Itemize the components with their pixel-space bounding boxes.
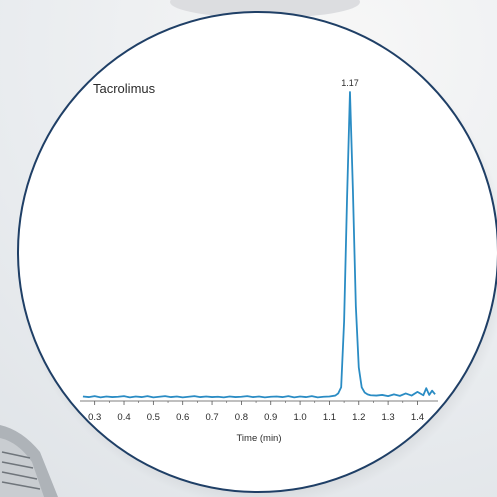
x-tick-label: 0.6 (176, 412, 189, 423)
chromatogram-chart: Tacrolimus 0.3 0.4 0.5 0.6 0.7 0.8 0.9 1.0 1.1 1.… (80, 78, 438, 444)
lens-circle (17, 11, 497, 493)
x-tick-label: 1.3 (382, 412, 395, 423)
series-line (82, 91, 436, 399)
x-tick-label: 0.3 (88, 412, 101, 423)
background-top-shape (170, 0, 360, 18)
x-tick-label: 1.0 (293, 412, 306, 423)
x-tick-label: 1.2 (352, 412, 365, 423)
x-tick-label: 0.7 (205, 412, 218, 423)
x-axis-ticks (94, 401, 418, 405)
x-tick-label: 1.4 (411, 412, 424, 423)
x-axis-tick-labels: 0.3 0.4 0.5 0.6 0.7 0.8 0.9 1.0 1.1 1.2 1.3 1.4 (88, 412, 424, 423)
x-tick-label: 1.1 (323, 412, 336, 423)
background-bottle-label (0, 425, 58, 497)
x-tick-label: 0.4 (117, 412, 130, 423)
chart-title: Tacrolimus (93, 81, 156, 96)
x-tick-label: 0.9 (264, 412, 277, 423)
x-tick-label: 0.8 (235, 412, 248, 423)
peak-label: 1.17 (341, 78, 359, 88)
x-axis-title: Time (min) (236, 433, 281, 444)
x-tick-label: 0.5 (147, 412, 160, 423)
